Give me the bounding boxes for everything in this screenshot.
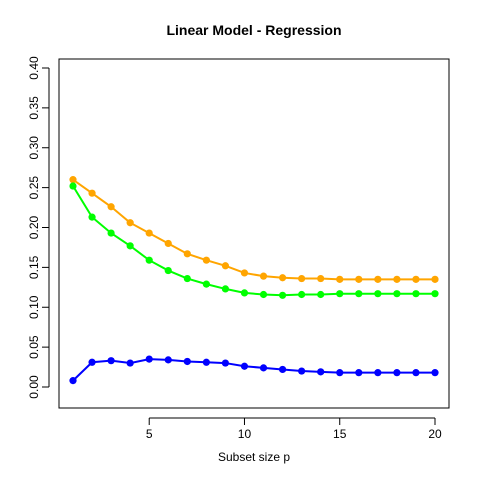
y-tick-label: 0.25 [27,176,41,200]
chart-title: Linear Model - Regression [166,22,341,38]
data-point [202,358,210,366]
plot-frame [58,58,450,409]
data-point [393,290,401,298]
data-point [431,275,439,283]
data-point [240,269,249,277]
y-tick-label: 0.40 [27,56,41,80]
data-point [145,355,153,363]
data-point [164,239,172,248]
data-point [69,182,77,190]
data-point [393,369,401,377]
data-point [202,256,210,264]
x-tick-label: 15 [333,427,347,441]
data-point [145,229,153,237]
data-point [88,358,96,366]
data-point [298,274,306,283]
data-point [69,377,77,385]
data-point [298,367,306,375]
data-point [107,229,115,237]
data-point [126,242,134,250]
x-tick-label: 5 [146,427,153,441]
y-tick-label: 0.15 [27,255,41,279]
data-point [431,290,439,298]
data-point [221,262,230,270]
data-point [221,359,230,367]
data-point [298,290,306,299]
data-point [183,274,191,283]
data-point [374,369,382,377]
y-tick-label: 0.35 [27,96,41,120]
y-tick-label: 0.05 [27,335,41,359]
data-point [278,291,287,299]
data-point [259,364,268,372]
data-point [278,274,287,282]
data-point [126,219,134,227]
series-1 [69,176,439,283]
data-point [183,250,191,258]
data-point [221,285,230,293]
data-point [317,290,325,299]
data-point [355,369,363,377]
data-point [240,362,249,370]
data-point [317,274,325,283]
data-point [202,280,210,288]
data-point [336,369,344,377]
data-point [412,290,420,298]
y-axis: 0.00 0.05 0.10 0.15 0.20 0.25 0.30 0.35 0.40 [27,56,50,399]
data-point [183,357,191,366]
data-point [317,368,325,376]
series-layer [69,176,439,385]
x-tick-label: 20 [428,427,442,441]
data-point [355,275,363,283]
data-point [145,256,153,264]
x-axis: 5 10 15 20 [146,417,442,441]
data-point [259,290,268,299]
data-point [88,213,96,221]
data-point [88,189,96,197]
data-point [107,203,115,211]
data-point [374,290,382,298]
data-point [107,357,115,365]
y-tick-label: 0.00 [27,375,41,399]
data-point [412,369,420,377]
data-point [126,359,134,367]
y-tick-label: 0.30 [27,136,41,160]
series-line [72,178,435,281]
data-point [259,272,268,280]
data-point [164,266,172,275]
y-tick-label: 0.20 [27,215,41,239]
data-point [393,275,401,283]
data-point [164,356,172,364]
data-point [431,369,439,377]
y-tick-label: 0.10 [27,295,41,319]
data-point [69,176,77,184]
data-point [374,275,382,283]
data-point [412,275,420,283]
data-point [278,365,287,374]
data-point [355,290,363,298]
data-point [240,289,249,297]
series-3 [69,355,439,385]
x-tick-label: 10 [238,427,252,441]
x-axis-label: Subset size p [218,450,290,464]
data-point [336,275,344,283]
series-2 [69,182,439,299]
data-point [336,290,344,298]
